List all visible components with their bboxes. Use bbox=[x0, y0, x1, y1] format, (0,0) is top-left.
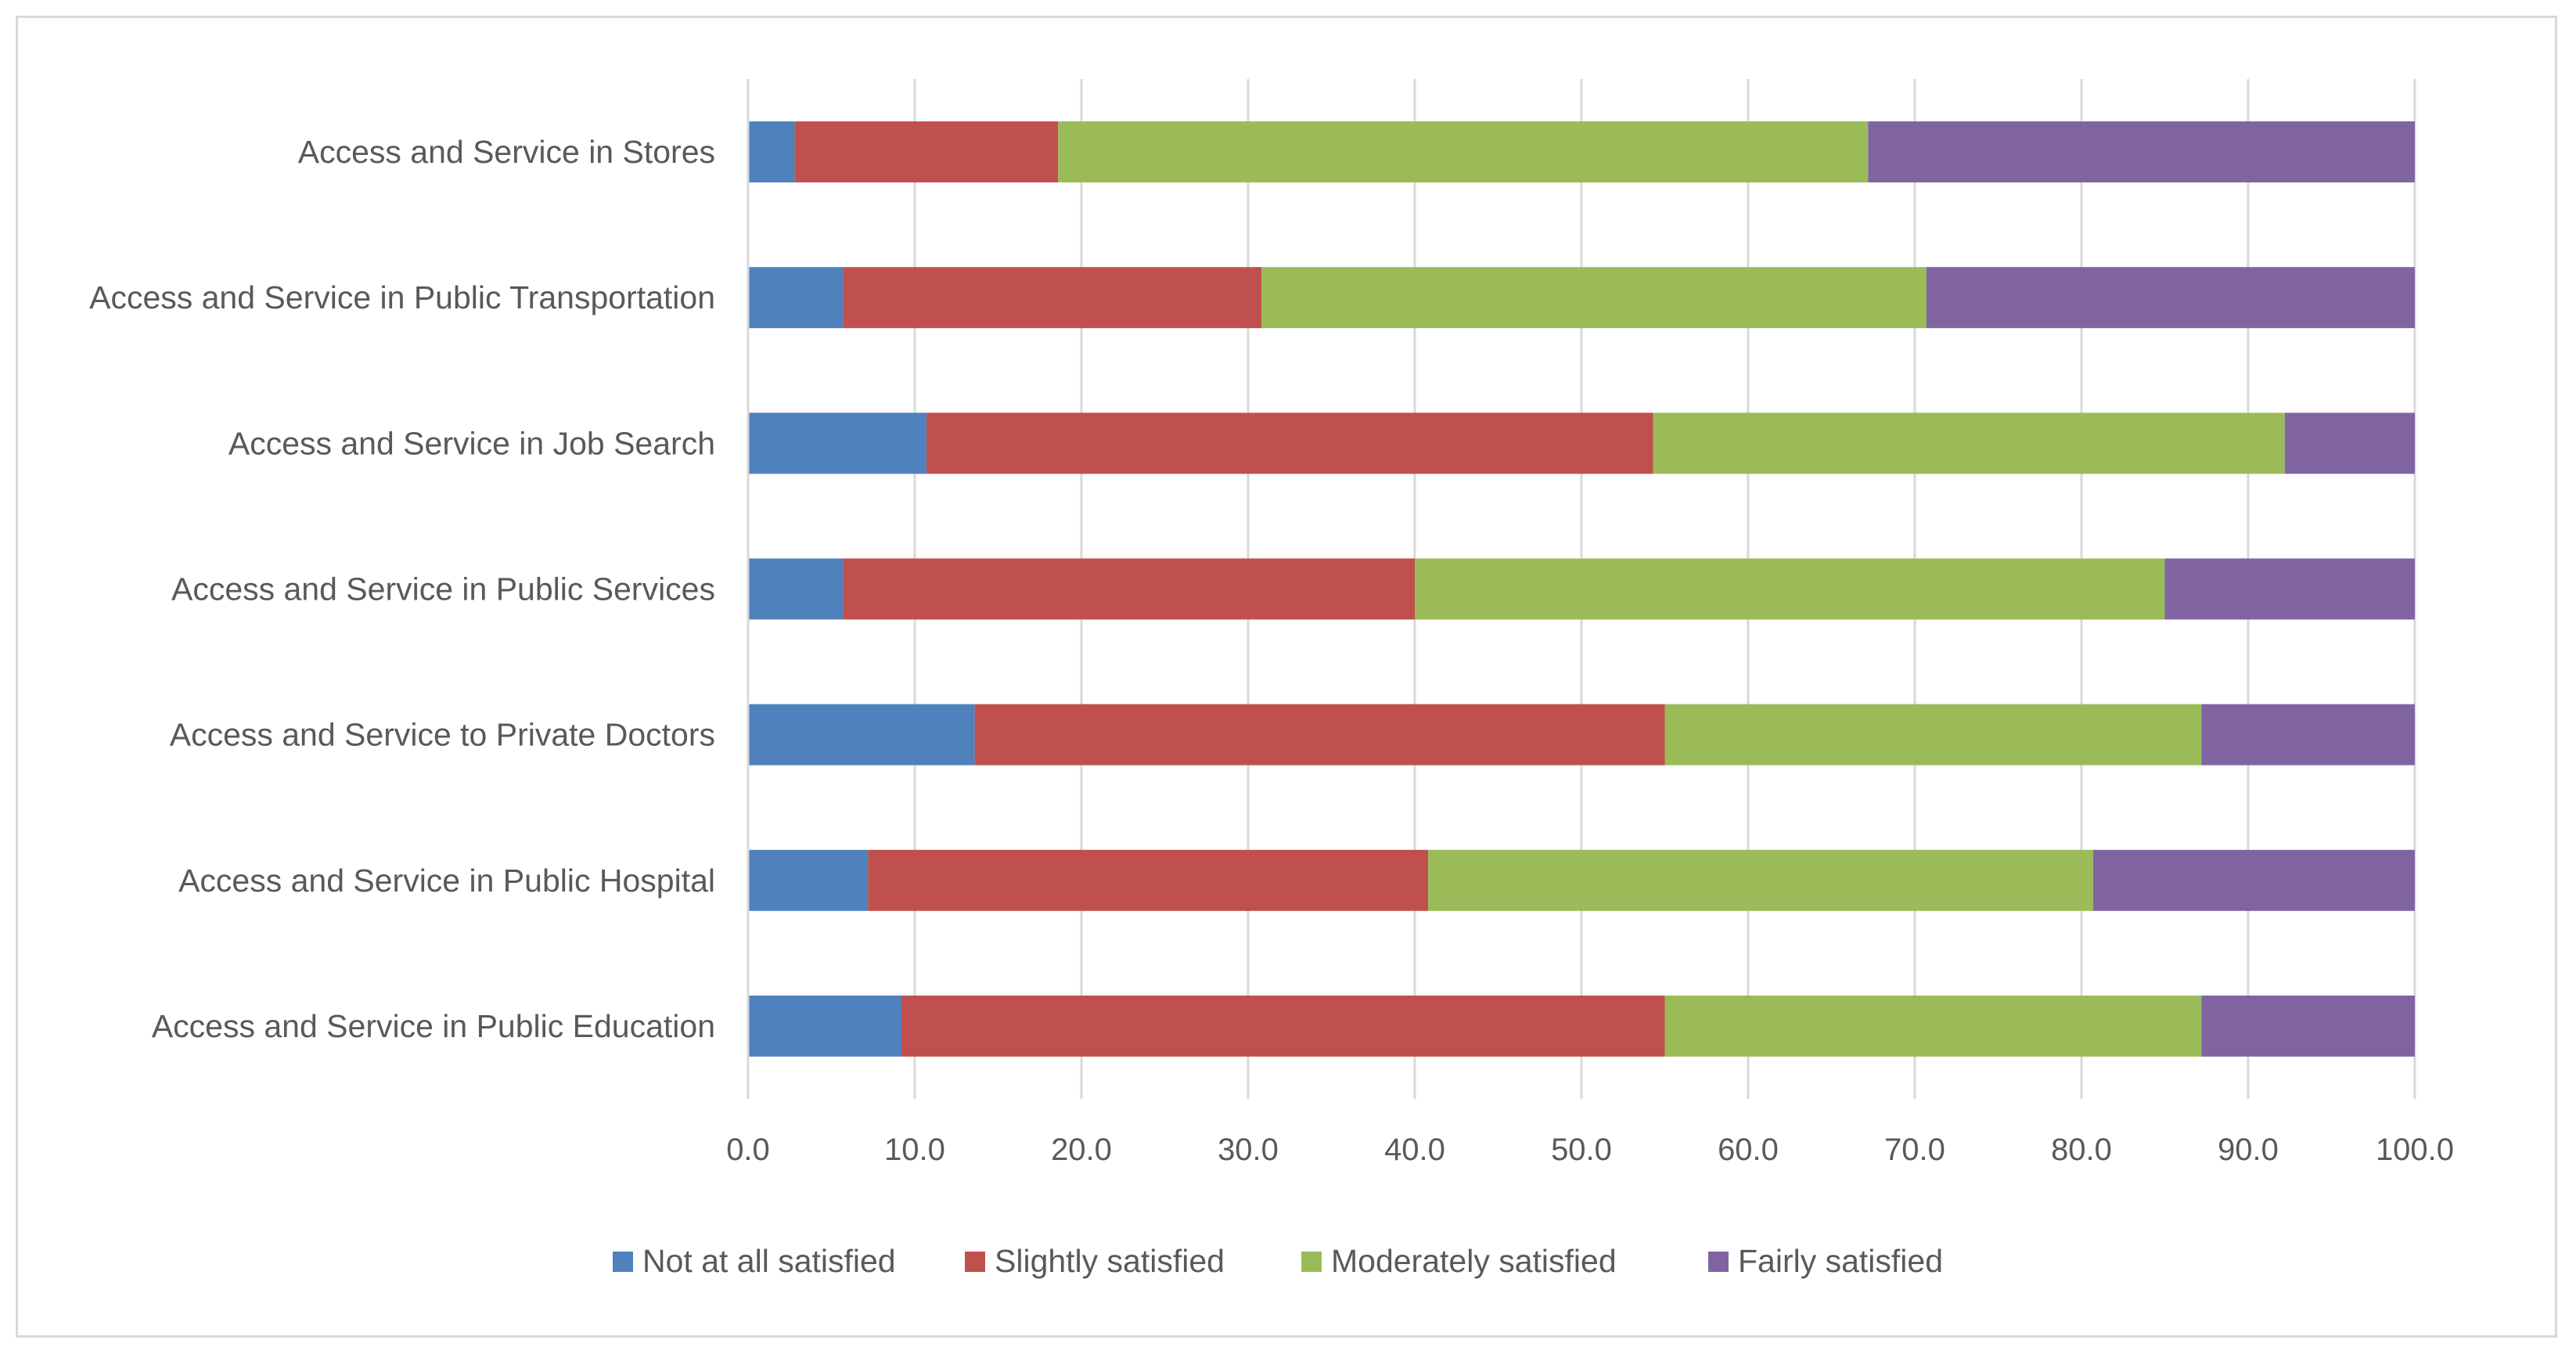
bar-segment bbox=[926, 412, 1653, 474]
stacked-bar-chart: Access and Service in Stores Access and S… bbox=[89, 79, 2454, 1279]
x-tick-label: 40.0 bbox=[1384, 1133, 1445, 1167]
x-tick-label: 50.0 bbox=[1551, 1133, 1612, 1167]
legend-swatch bbox=[1708, 1252, 1729, 1272]
category-label: Access and Service in Job Search bbox=[228, 425, 715, 461]
x-tick-label: 100.0 bbox=[2376, 1133, 2454, 1167]
bars bbox=[748, 121, 2415, 1057]
bar-segment bbox=[2284, 412, 2415, 474]
bar-segment bbox=[1664, 995, 2202, 1057]
category-label: Access and Service in Public Education bbox=[152, 1008, 715, 1044]
bar-segment bbox=[901, 995, 1665, 1057]
chart-frame: Access and Service in Stores Access and S… bbox=[16, 16, 2557, 1338]
legend-swatch bbox=[965, 1252, 985, 1272]
bar-segment bbox=[748, 412, 926, 474]
x-tick-label: 0.0 bbox=[726, 1133, 770, 1167]
category-label: Access and Service in Stores bbox=[298, 134, 715, 170]
x-tick-label: 60.0 bbox=[1718, 1133, 1779, 1167]
legend-item: Slightly satisfied bbox=[965, 1243, 1225, 1279]
bar-segment bbox=[2201, 995, 2415, 1057]
category-label: Access and Service in Public Services bbox=[171, 571, 715, 607]
bar-segment bbox=[748, 267, 844, 329]
category-label: Access and Service to Private Doctors bbox=[170, 717, 715, 753]
legend-item: Fairly satisfied bbox=[1708, 1243, 1943, 1279]
bar-segment bbox=[748, 704, 975, 765]
bar-segment bbox=[1868, 121, 2415, 183]
legend-label: Not at all satisfied bbox=[642, 1243, 896, 1279]
bar-segment bbox=[843, 267, 1262, 329]
x-tick-label: 90.0 bbox=[2218, 1133, 2279, 1167]
bar-segment bbox=[1261, 267, 1927, 329]
x-tick-label: 30.0 bbox=[1218, 1133, 1279, 1167]
bar-segment bbox=[2092, 849, 2415, 911]
x-tick-label: 70.0 bbox=[1884, 1133, 1945, 1167]
x-tick-label: 10.0 bbox=[884, 1133, 945, 1167]
legend-label: Fairly satisfied bbox=[1738, 1243, 1943, 1279]
bar-segment bbox=[868, 849, 1429, 911]
bar-segment bbox=[843, 558, 1415, 620]
x-tick-labels: 0.0 10.0 20.0 30.0 40.0 50.0 60.0 70.0 80.0 90.0 1… bbox=[726, 1133, 2454, 1167]
bar-segment bbox=[748, 995, 901, 1057]
x-tick-label: 80.0 bbox=[2051, 1133, 2112, 1167]
bar-segment bbox=[974, 704, 1665, 765]
bar-segment bbox=[748, 121, 795, 183]
x-tick-label: 20.0 bbox=[1051, 1133, 1112, 1167]
legend-label: Slightly satisfied bbox=[995, 1243, 1225, 1279]
bar-segment bbox=[1428, 849, 2093, 911]
legend: Not at all satisfied Slightly satisfied Mo… bbox=[613, 1243, 1943, 1279]
bar-segment bbox=[1653, 412, 2285, 474]
bar-segment bbox=[1926, 267, 2415, 329]
category-label: Access and Service in Public Transportat… bbox=[89, 279, 715, 315]
bar-segment bbox=[1058, 121, 1869, 183]
legend-item: Moderately satisfied bbox=[1301, 1243, 1617, 1279]
bar-segment bbox=[2201, 704, 2415, 765]
bar-segment bbox=[748, 849, 869, 911]
legend-label: Moderately satisfied bbox=[1331, 1243, 1617, 1279]
bar-segment bbox=[748, 558, 844, 620]
category-labels: Access and Service in Stores Access and S… bbox=[89, 134, 715, 1044]
bar-segment bbox=[1415, 558, 2165, 620]
bar-segment bbox=[1664, 704, 2202, 765]
legend-swatch bbox=[1301, 1252, 1322, 1272]
legend-item: Not at all satisfied bbox=[613, 1243, 896, 1279]
legend-swatch bbox=[613, 1252, 633, 1272]
category-label: Access and Service in Public Hospital bbox=[178, 863, 715, 899]
bar-segment bbox=[794, 121, 1059, 183]
bar-segment bbox=[2164, 558, 2415, 620]
